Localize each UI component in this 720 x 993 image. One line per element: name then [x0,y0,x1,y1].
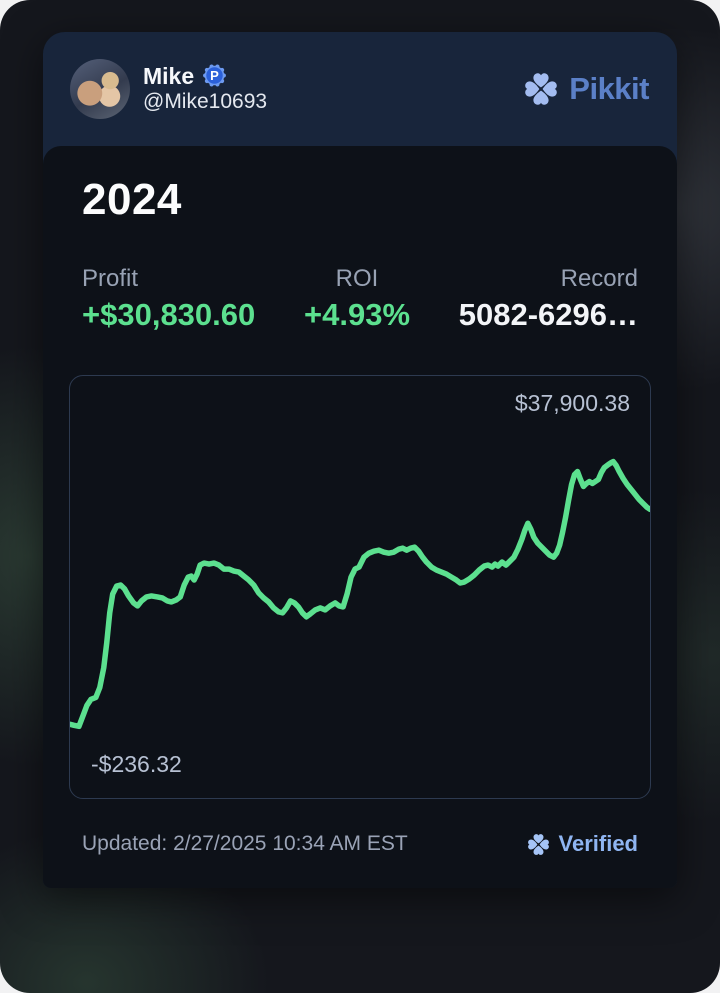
svg-text:P: P [210,68,219,83]
card-footer: Updated: 2/27/2025 10:34 AM EST Verified [82,824,638,864]
share-card: Mike P @Mike10693 [43,32,677,888]
chart-max-label: $37,900.38 [514,390,630,416]
profit-chart [70,376,650,798]
user-text: Mike P @Mike10693 [143,63,267,116]
verified-badge[interactable]: Verified [526,831,638,857]
updated-timestamp: Updated: 2/27/2025 10:34 AM EST [82,832,408,855]
brand-name: Pikkit [569,71,649,106]
clover-icon [527,833,549,855]
stat-roi-label: ROI [335,265,379,292]
clover-icon [525,73,558,105]
verified-label: Verified [558,831,638,856]
profit-line [70,462,650,727]
user-name: Mike [143,62,195,89]
user-profile: Mike P @Mike10693 [70,59,267,119]
stats-row: Profit +$30,830.60 ROI +4.93% Record 508… [82,264,638,335]
stat-record: Record 5082-6296… [459,264,638,335]
chart-min-label: -$236.32 [91,751,182,777]
stat-roi: ROI +4.93% [304,264,410,335]
stat-profit-label: Profit [82,265,139,292]
stat-profit-value: +$30,830.60 [82,297,256,332]
year-title: 2024 [82,175,182,224]
profit-chart-panel: $37,900.38 -$236.32 [69,375,651,799]
pikkit-logo[interactable]: Pikkit [522,70,649,108]
card-main: 2024 Profit +$30,830.60 ROI +4.93% Recor… [43,146,677,888]
stat-record-label: Record [560,265,638,292]
card-header: Mike P @Mike10693 [43,32,677,146]
pikkit-verified-badge-icon: P [203,64,227,87]
avatar [70,59,130,119]
stat-record-value: 5082-6296… [458,297,638,332]
stat-roi-value: +4.93% [304,297,411,332]
user-handle: @Mike10693 [143,90,268,114]
stat-profit: Profit +$30,830.60 [82,264,255,335]
